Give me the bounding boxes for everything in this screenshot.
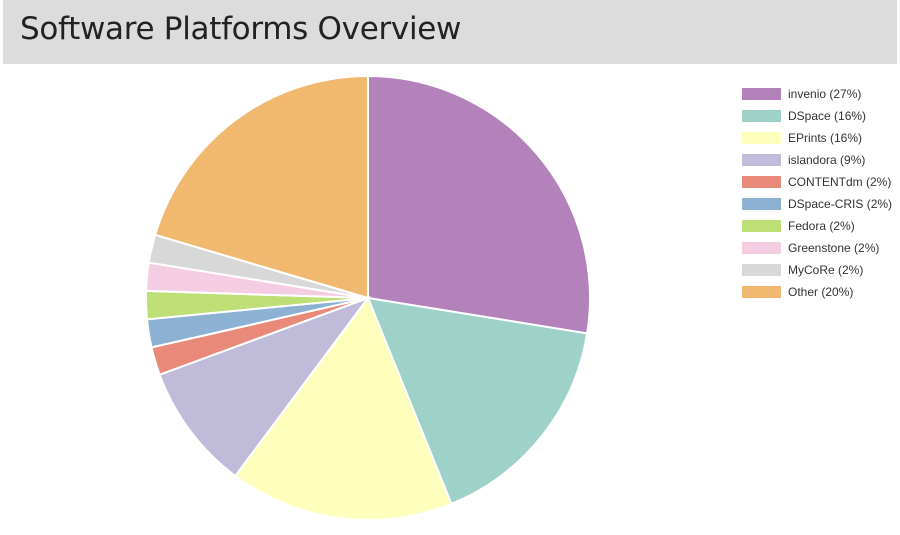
- legend-label: EPrints (16%): [788, 131, 863, 145]
- legend-label: MyCoRe (2%): [788, 263, 864, 277]
- legend-swatch: [742, 88, 781, 100]
- legend-item: invenio (27%): [742, 83, 892, 105]
- legend-label: DSpace (16%): [788, 109, 867, 123]
- legend-swatch: [742, 110, 781, 122]
- legend-item: EPrints (16%): [742, 127, 892, 149]
- pie-slice-invenio: [367, 74, 591, 335]
- legend-item: MyCoRe (2%): [742, 259, 892, 281]
- pie-slice-other: [153, 74, 369, 300]
- legend-item: DSpace-CRIS (2%): [742, 193, 892, 215]
- title-bar: Software Platforms Overview: [3, 0, 897, 64]
- legend-item: Greenstone (2%): [742, 237, 892, 259]
- legend-swatch: [742, 220, 781, 232]
- legend-label: DSpace-CRIS (2%): [788, 197, 893, 211]
- legend-swatch: [742, 154, 781, 166]
- legend-item: CONTENTdm (2%): [742, 171, 892, 193]
- legend-swatch: [742, 242, 781, 254]
- legend-swatch: [742, 132, 781, 144]
- legend-label: islandora (9%): [788, 153, 866, 167]
- legend-item: DSpace (16%): [742, 105, 892, 127]
- pie-slice-dspace: [366, 296, 589, 506]
- legend-label: Other (20%): [788, 285, 854, 299]
- legend-label: CONTENTdm (2%): [788, 175, 892, 189]
- legend-label: invenio (27%): [788, 87, 862, 101]
- legend-label: Greenstone (2%): [788, 241, 880, 255]
- legend-item: Other (20%): [742, 281, 892, 303]
- legend-label: Fedora (2%): [788, 219, 855, 233]
- chart-legend: invenio (27%) DSpace (16%) EPrints (16%) is…: [742, 83, 892, 303]
- page-title: Software Platforms Overview: [20, 11, 462, 47]
- legend-item: islandora (9%): [742, 149, 892, 171]
- legend-item: Fedora (2%): [742, 215, 892, 237]
- legend-swatch: [742, 286, 781, 298]
- legend-swatch: [742, 198, 781, 210]
- pie-slice-eprints: [233, 295, 453, 521]
- legend-swatch: [742, 176, 781, 188]
- pie-slice-islandora: [158, 295, 371, 478]
- legend-swatch: [742, 264, 781, 276]
